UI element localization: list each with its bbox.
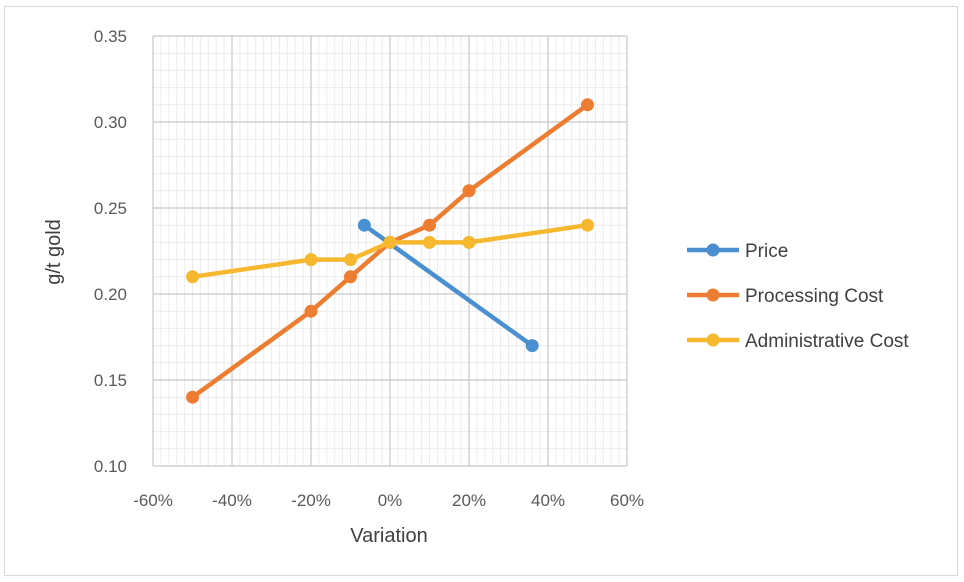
x-tick-label: 20% <box>452 491 486 510</box>
data-point-processing-cost <box>304 304 318 318</box>
y-axis-title: g/t gold <box>43 219 65 285</box>
x-axis-title: Variation <box>350 525 427 547</box>
legend-swatch-marker <box>706 288 720 302</box>
legend: Price Processing Cost Administrative Cost <box>687 241 909 352</box>
y-tick-label: 0.10 <box>94 457 127 476</box>
x-tick-label: -40% <box>212 491 252 510</box>
legend-item-price: Price <box>687 241 788 262</box>
y-tick-label: 0.25 <box>94 199 127 218</box>
legend-label: Processing Cost <box>745 286 884 307</box>
legend-item-administrative-cost: Administrative Cost <box>687 331 909 352</box>
y-tick-label: 0.15 <box>94 371 127 390</box>
major-gridlines <box>152 35 628 467</box>
data-point-administrative-cost <box>344 253 357 267</box>
data-point-processing-cost <box>186 390 199 404</box>
y-axis-tick-labels: 0.10 0.15 0.20 0.25 0.30 0.35 <box>94 27 127 476</box>
data-point-price <box>357 218 371 232</box>
data-point-administrative-cost <box>186 270 199 284</box>
legend-swatch-marker <box>706 243 720 257</box>
data-point-processing-cost <box>344 270 357 284</box>
legend-label: Price <box>745 241 788 262</box>
data-point-administrative-cost <box>423 235 436 249</box>
data-point-administrative-cost <box>383 235 397 249</box>
x-tick-label: 60% <box>610 491 644 510</box>
x-tick-label: -20% <box>291 491 331 510</box>
series-administrative-cost <box>186 218 594 284</box>
legend-item-processing-cost: Processing Cost <box>687 286 884 307</box>
y-tick-label: 0.30 <box>94 113 127 132</box>
series-layer <box>186 98 594 404</box>
x-axis-tick-labels: -60% -40% -20% 0% 20% 40% 60% <box>133 491 644 510</box>
x-tick-label: 0% <box>378 491 403 510</box>
data-point-processing-cost <box>581 98 594 112</box>
legend-swatch-marker <box>706 333 720 347</box>
data-point-administrative-cost <box>462 235 476 249</box>
x-tick-label: -60% <box>133 491 173 510</box>
data-point-administrative-cost <box>581 218 594 232</box>
chart-frame <box>4 6 958 576</box>
data-point-administrative-cost <box>304 253 318 267</box>
data-point-processing-cost <box>462 184 476 198</box>
y-tick-label: 0.35 <box>94 27 127 46</box>
data-point-price <box>525 339 539 353</box>
y-tick-label: 0.20 <box>94 285 127 304</box>
legend-label: Administrative Cost <box>745 331 909 352</box>
x-tick-label: 40% <box>531 491 565 510</box>
data-point-processing-cost <box>423 218 436 232</box>
